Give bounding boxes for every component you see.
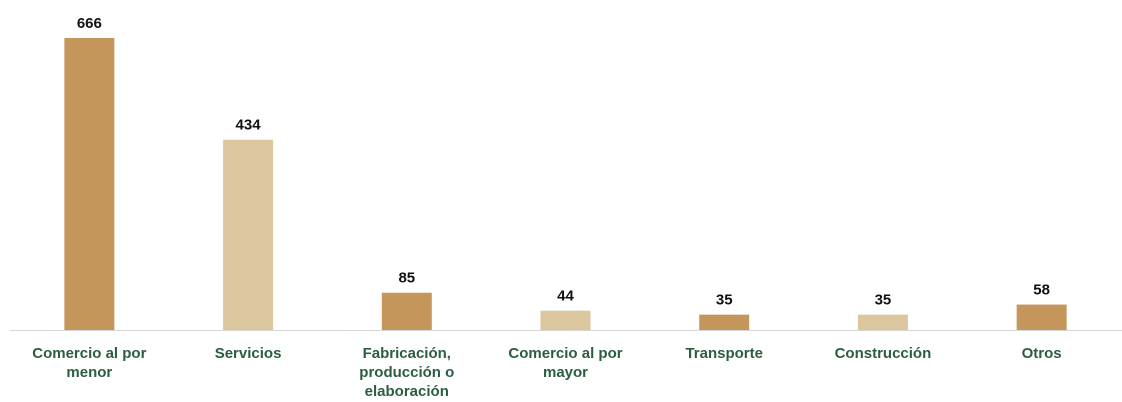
x-tick-label: Construcción [834,345,932,362]
x-tick-label: Comercio al por mayor [508,345,623,381]
x-tick-label: Servicios [214,345,282,362]
value-label: 666 [77,15,102,32]
bar [381,292,432,330]
bar [857,314,908,330]
bar [540,310,591,330]
value-label: 434 [236,117,262,134]
value-label: 85 [398,270,415,287]
value-label: 58 [1033,282,1050,299]
x-tick-label: Transporte [685,345,763,362]
bar [223,139,274,330]
value-label: 44 [557,288,574,305]
value-label: 35 [716,292,733,309]
x-tick-label: Comercio al por menor [32,345,147,381]
value-label: 35 [875,292,892,309]
x-tick-label: Fabricación, producción o elaboración [359,345,455,400]
bar [1016,304,1067,330]
x-tick-label: Otros [1021,345,1062,362]
bar [699,314,750,330]
bar [64,38,115,330]
